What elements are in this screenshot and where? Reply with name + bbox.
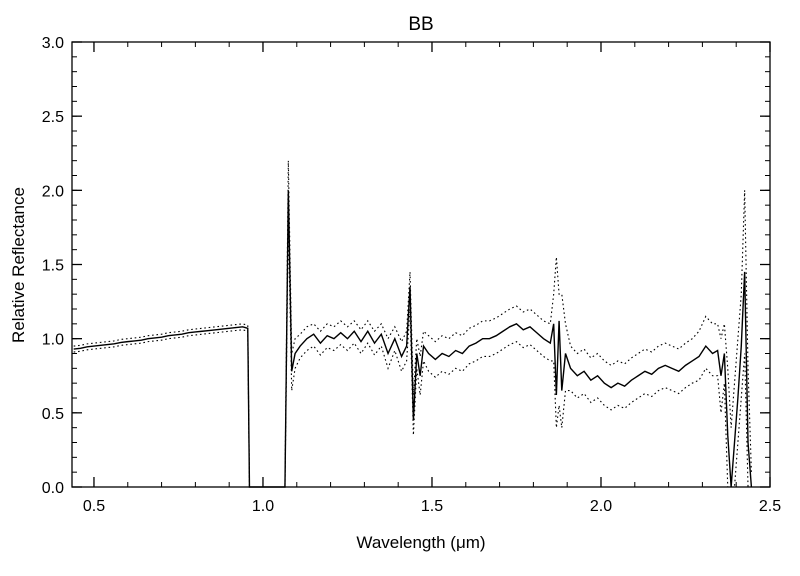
upper-uncertainty-line	[73, 160, 752, 488]
y-tick-label: 0.0	[42, 480, 64, 497]
plot-frame	[71, 41, 771, 488]
x-tick-label: 1.0	[252, 498, 274, 515]
y-tick-label: 3.0	[42, 35, 64, 52]
x-axis-label: Wavelength (μm)	[356, 533, 485, 552]
x-tick-label: 1.5	[421, 498, 443, 515]
mean-spectrum-line	[73, 190, 753, 488]
plot-area: 0.5 1.0 1.5 2.0 2.5 0.0 0.5 1.0 1.5 2.0 2.5 3.0	[42, 35, 781, 515]
y-axis-label: Relative Reflectance	[9, 187, 28, 343]
lower-uncertainty-line	[73, 219, 752, 488]
x-tick-label: 0.5	[83, 498, 105, 515]
x-tick-label: 2.0	[590, 498, 612, 515]
y-tick-label: 2.5	[42, 109, 64, 126]
y-tick-label: 0.5	[42, 406, 64, 423]
x-tick-label: 2.5	[759, 498, 781, 515]
y-tick-label: 2.0	[42, 183, 64, 200]
chart-title: BB	[408, 14, 433, 35]
y-tick-label: 1.5	[42, 258, 64, 275]
y-tick-label: 1.0	[42, 332, 64, 349]
